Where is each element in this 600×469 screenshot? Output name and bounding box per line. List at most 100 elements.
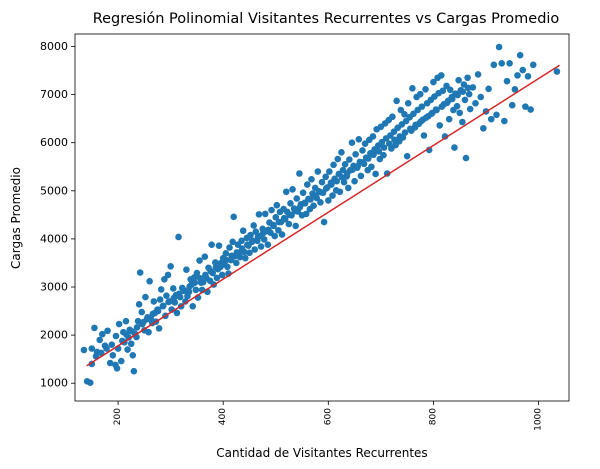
scatter-point xyxy=(255,211,263,218)
scatter-point xyxy=(115,320,123,328)
y-axis-label: Cargas Promedio xyxy=(9,167,23,269)
scatter-point xyxy=(278,231,286,238)
scatter-point xyxy=(207,267,214,275)
scatter-point xyxy=(418,103,426,110)
scatter-point xyxy=(328,181,335,188)
scatter-point xyxy=(439,87,447,95)
scatter-point xyxy=(149,310,157,318)
scatter-point xyxy=(156,296,164,303)
scatter-point xyxy=(333,177,341,185)
scatter-point xyxy=(501,117,508,125)
scatter-point xyxy=(133,324,141,331)
scatter-point xyxy=(224,263,231,271)
scatter-point xyxy=(99,330,106,338)
scatter-point xyxy=(322,185,330,192)
plot-area-frame xyxy=(74,33,570,402)
scatter-point xyxy=(236,253,244,261)
scatter-point xyxy=(92,352,100,360)
scatter-point xyxy=(257,243,265,250)
scatter-point xyxy=(459,118,466,126)
scatter-point xyxy=(412,121,419,129)
scatter-point xyxy=(136,269,144,276)
scatter-point xyxy=(508,101,516,109)
scatter-point xyxy=(223,256,230,264)
scatter-point xyxy=(438,103,446,110)
x-tick-label: 1000 xyxy=(534,408,544,431)
scatter-point xyxy=(464,84,472,92)
scatter-point xyxy=(299,189,307,197)
y-tick-label: 6000 xyxy=(40,136,68,149)
scatter-point xyxy=(167,263,174,270)
scatter-point xyxy=(282,188,290,196)
scatter-point xyxy=(291,207,298,215)
scatter-point xyxy=(453,102,461,110)
scatter-point xyxy=(451,144,458,151)
scatter-point xyxy=(396,133,404,140)
scatter-point xyxy=(314,168,322,175)
scatter-point xyxy=(145,328,152,336)
scatter-point xyxy=(142,293,149,301)
scatter-point xyxy=(135,301,143,308)
scatter-point xyxy=(506,60,513,67)
scatter-point xyxy=(222,250,230,257)
scatter-point xyxy=(272,213,280,221)
scatter-point xyxy=(472,99,479,107)
scatter-point xyxy=(264,241,272,248)
scatter-point xyxy=(454,91,461,99)
scatter-point xyxy=(254,233,262,241)
scatter-point xyxy=(88,345,96,352)
regression-line xyxy=(86,64,560,367)
scatter-point xyxy=(165,298,172,306)
scatter-point xyxy=(430,78,437,86)
scatter-point xyxy=(182,298,189,305)
scatter-point xyxy=(226,244,233,251)
scatter-point xyxy=(456,109,463,117)
scatter-point xyxy=(348,139,356,147)
scatter-point xyxy=(498,60,506,67)
scatter-point xyxy=(217,259,225,267)
scatter-point xyxy=(104,327,111,335)
scatter-point xyxy=(261,210,269,218)
scatter-point xyxy=(369,133,377,140)
scatter-point xyxy=(487,115,495,123)
scatter-point xyxy=(368,163,375,171)
scatter-point xyxy=(416,90,424,98)
scatter-point xyxy=(201,253,209,260)
scatter-point xyxy=(128,327,136,335)
scatter-point xyxy=(208,241,215,248)
scatter-point xyxy=(303,181,311,188)
scatter-point xyxy=(480,124,487,132)
scatter-point xyxy=(144,314,151,321)
x-tick-label: 600 xyxy=(323,408,333,425)
scatter-point xyxy=(341,161,349,168)
scatter-point xyxy=(338,149,345,156)
scatter-point xyxy=(312,192,319,200)
scatter-point xyxy=(524,73,532,80)
scatter-point xyxy=(385,140,393,147)
x-tick-label: 400 xyxy=(218,408,228,425)
scatter-point xyxy=(354,162,362,170)
x-axis-label: Cantidad de Visitantes Recurrentes xyxy=(216,446,427,460)
scatter-point xyxy=(378,138,386,146)
scatter-point xyxy=(183,266,190,273)
scatter-point xyxy=(159,302,167,310)
scatter-point xyxy=(401,111,408,118)
scatter-point xyxy=(124,346,131,353)
scatter-point xyxy=(355,136,363,143)
scatter-point xyxy=(329,192,336,199)
scatter-point xyxy=(336,188,344,196)
scatter-point xyxy=(351,177,358,185)
y-tick-label: 8000 xyxy=(40,40,68,53)
scatter-point xyxy=(325,197,332,204)
scatter-point xyxy=(215,242,223,249)
scatter-point xyxy=(213,274,221,282)
scatter-point xyxy=(522,103,529,110)
scatter-point xyxy=(265,226,272,234)
scatter-point xyxy=(273,201,281,209)
scatter-point xyxy=(109,352,117,359)
scatter-point xyxy=(157,286,165,293)
scatter-point xyxy=(322,173,329,181)
scatter-point xyxy=(186,283,193,290)
scatter-point xyxy=(465,90,473,98)
scatter-point xyxy=(349,166,356,173)
